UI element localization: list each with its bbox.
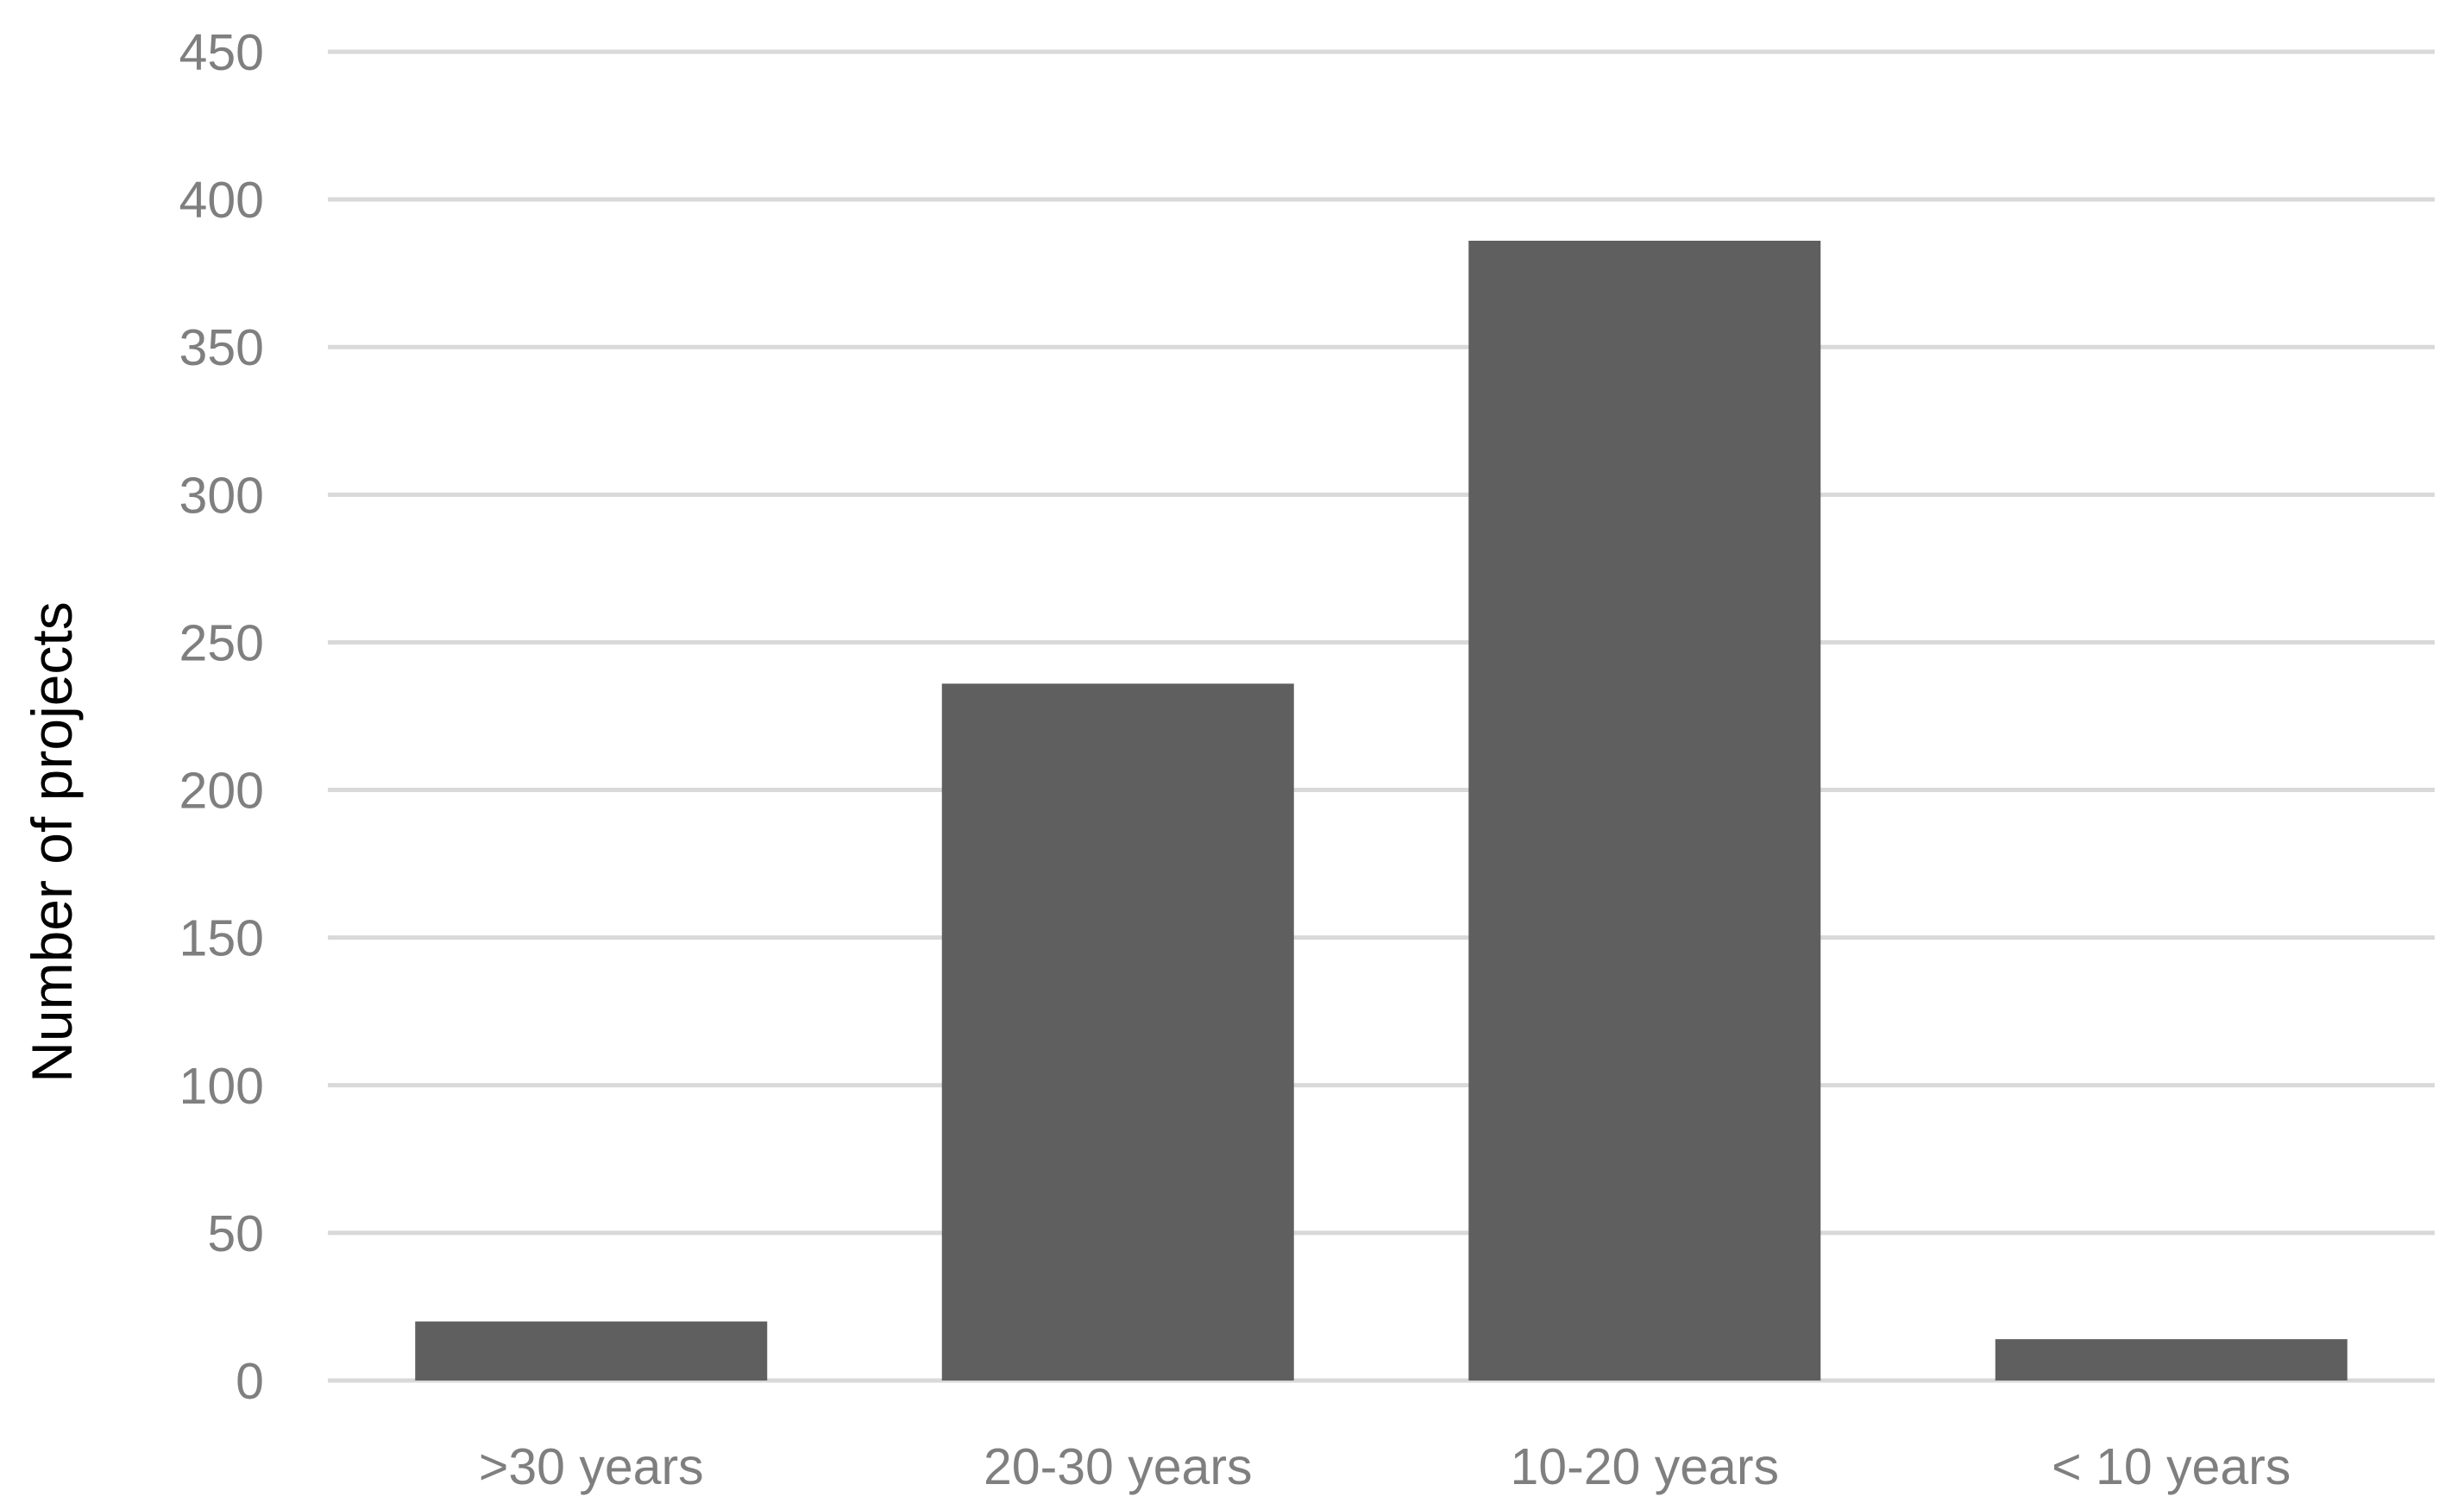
bar-3	[1468, 241, 1821, 1381]
y-tick-label: 450	[179, 24, 264, 81]
x-tick-label: >30 years	[479, 1438, 704, 1495]
x-tick-label: 20-30 years	[984, 1438, 1253, 1495]
bar-1	[415, 1321, 768, 1381]
x-tick-label: < 10 years	[2052, 1438, 2291, 1495]
y-tick-label: 350	[179, 319, 264, 376]
y-tick-label: 0	[236, 1353, 264, 1410]
y-tick-label: 300	[179, 467, 264, 524]
x-tick-label: 10-20 years	[1510, 1438, 1779, 1495]
y-tick-label: 150	[179, 910, 264, 967]
y-axis-tick-labels: 0 50 100 150 200 250 300 350 400 450	[179, 24, 264, 1410]
x-axis-tick-labels: >30 years 20-30 years 10-20 years < 10 year…	[479, 1438, 2291, 1495]
bars	[415, 241, 2348, 1381]
y-tick-label: 250	[179, 614, 264, 671]
y-tick-label: 50	[207, 1205, 264, 1262]
gridlines	[328, 49, 2435, 1383]
y-axis-title: Number of projects	[20, 601, 84, 1083]
y-tick-label: 400	[179, 172, 264, 229]
y-tick-label: 100	[179, 1058, 264, 1115]
bar-2	[941, 683, 1294, 1381]
bar-4	[1995, 1339, 2348, 1381]
y-tick-label: 200	[179, 763, 264, 820]
